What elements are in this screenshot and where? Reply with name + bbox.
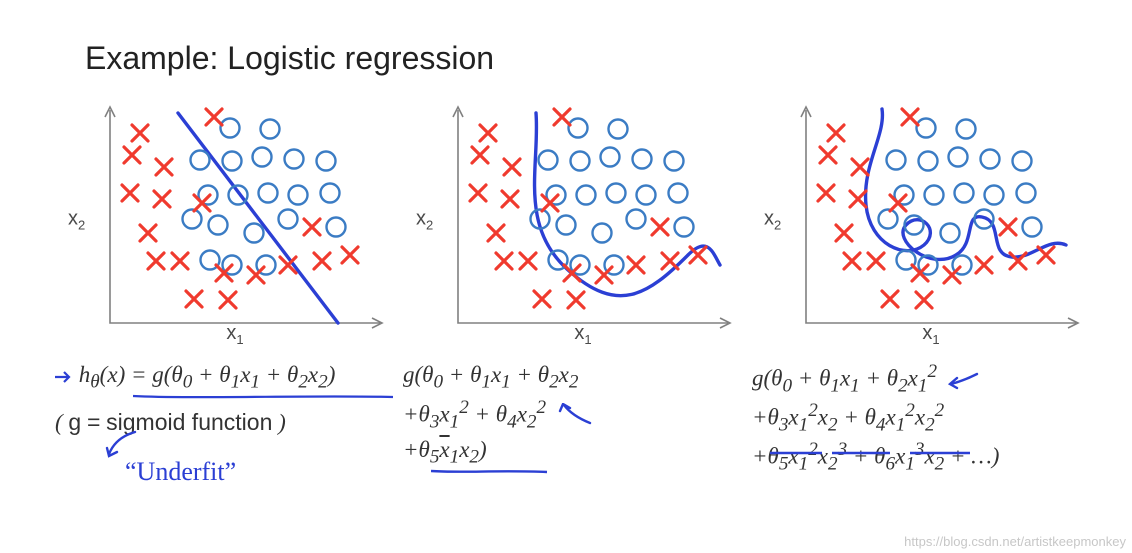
x-axis-label: x1 (922, 322, 939, 347)
x-axis-label: x1 (226, 322, 243, 347)
page-title: Example: Logistic regression (85, 40, 494, 77)
chart-svg-1 (70, 95, 400, 345)
panel-goodfit: x2 x1 (418, 95, 748, 345)
x-axis-label: x1 (574, 322, 591, 347)
watermark-text: https://blog.csdn.net/artistkeepmonkey (904, 534, 1126, 549)
arrow-left-icon (947, 368, 981, 390)
panel-overfit: x2 x1 (766, 95, 1096, 345)
arrow-icon (55, 370, 73, 384)
underline-icon (770, 450, 1070, 460)
y-axis-label: x2 (764, 208, 781, 233)
y-axis-label: x2 (416, 208, 433, 233)
panel-underfit: x2 x1 (70, 95, 400, 345)
formula-quadratic: g(θ0 + θ1x1 + θ2x2 +θ3x12 + θ4x22 +θ5x1x… (403, 360, 743, 476)
chart-svg-2 (418, 95, 748, 345)
curved-arrow-icon (105, 430, 145, 458)
chart-svg-3 (766, 95, 1096, 345)
formula-linear: hθ(x) = g(θ0 + θ1x1 + θ2x2) ( g = sigmoi… (55, 360, 395, 437)
underfit-annotation: “Underfit” (125, 455, 236, 489)
y-axis-label: x2 (68, 208, 85, 233)
curved-arrow-icon (558, 403, 596, 427)
formula-highorder: g(θ0 + θ1x1 + θ2x12 +θ3x12x2 + θ4x12x22 … (752, 360, 1092, 478)
